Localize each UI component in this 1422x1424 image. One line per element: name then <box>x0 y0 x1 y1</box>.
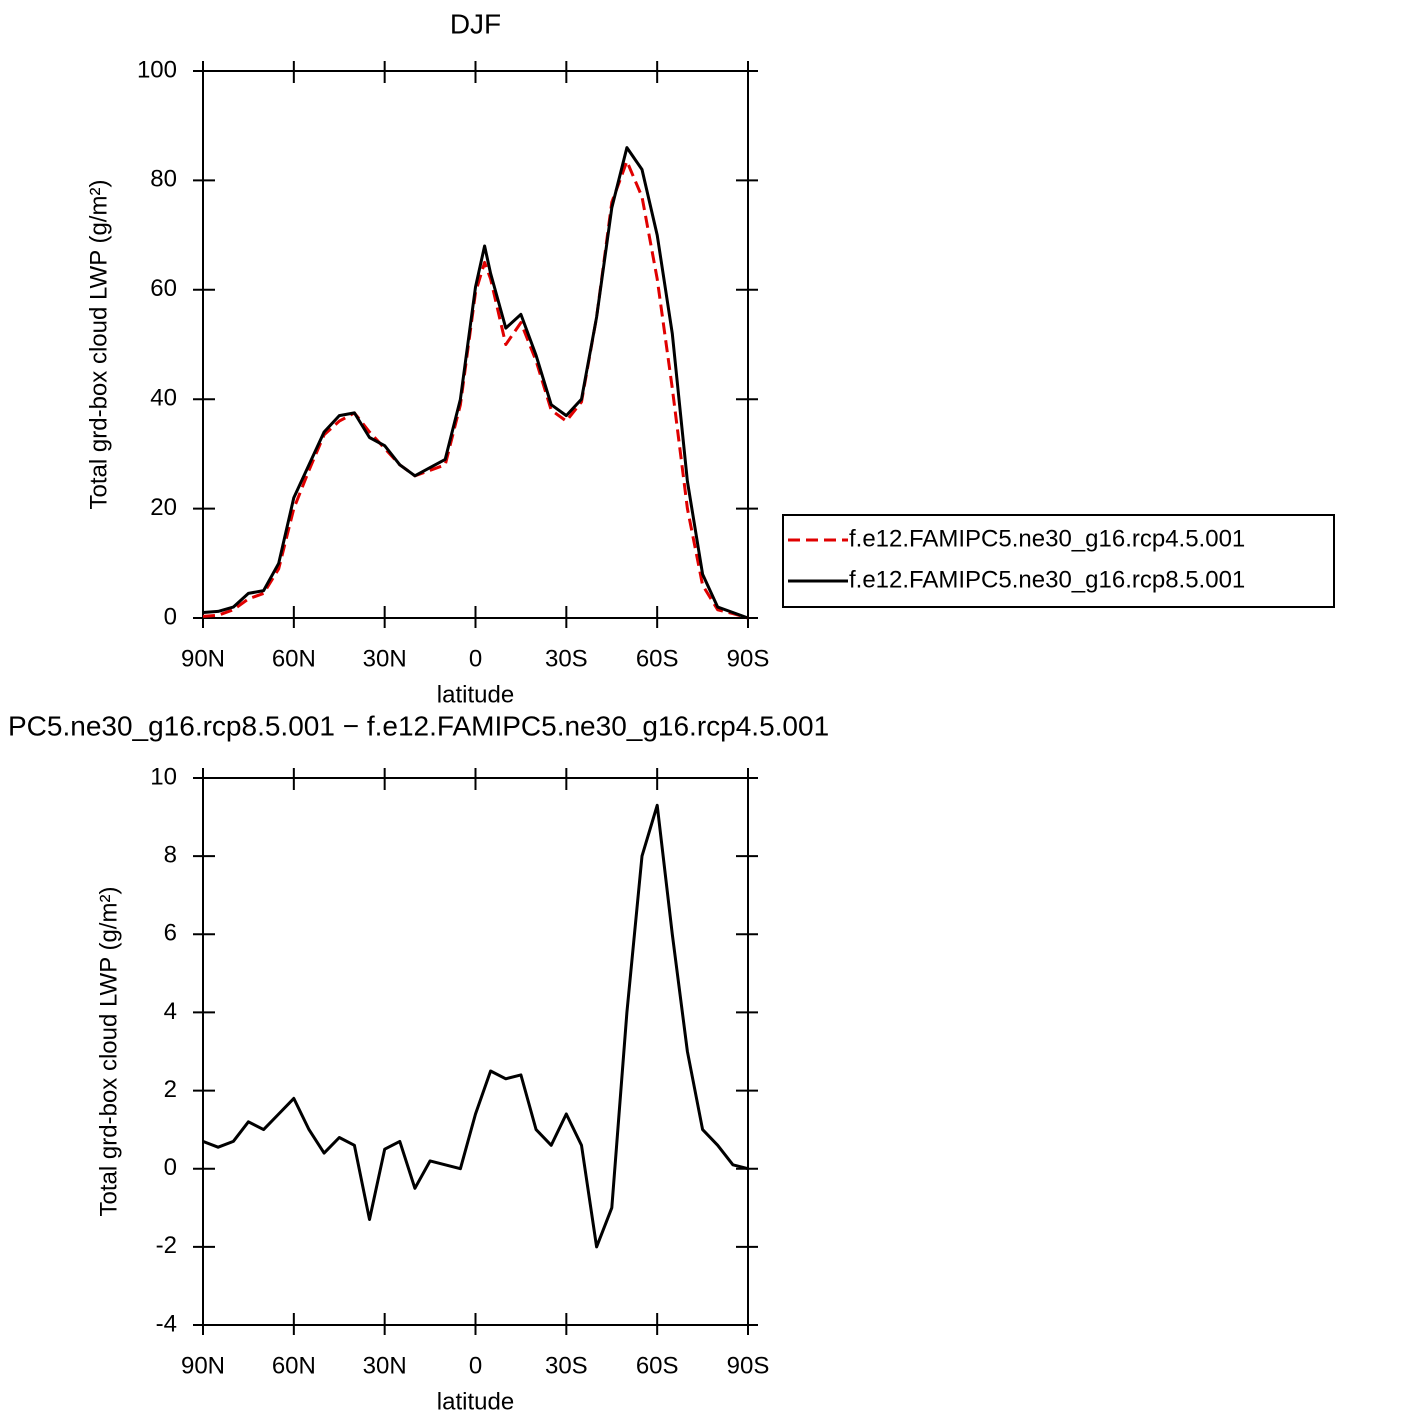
y-tick-label: 100 <box>137 56 177 83</box>
x-tick-label: 90N <box>181 1352 225 1379</box>
x-tick-label: 30N <box>363 1352 407 1379</box>
x-axis-label: latitude <box>437 681 514 708</box>
y-tick-label: 2 <box>164 1076 177 1103</box>
y-tick-label: 0 <box>164 603 177 630</box>
y-tick-label: 20 <box>150 494 177 521</box>
data-line <box>202 146 749 620</box>
legend-label: f.e12.FAMIPC5.ne30_g16.rcp8.5.001 <box>849 566 1245 593</box>
y-tick-label: 60 <box>150 275 177 302</box>
y-tick-label: 80 <box>150 166 177 193</box>
x-tick-label: 90S <box>727 645 770 672</box>
y-tick-label: -4 <box>156 1310 177 1337</box>
legend-box <box>782 514 1335 608</box>
chart-title: DJF <box>450 8 501 39</box>
plot-frame <box>202 777 749 1326</box>
chart-title: PC5.ne30_g16.rcp8.5.001 − f.e12.FAMIPC5.… <box>8 710 829 741</box>
data-line <box>202 803 749 1249</box>
y-axis-label: Total grd-box cloud LWP (g/m²) <box>85 180 112 510</box>
y-tick-label: 8 <box>164 841 177 868</box>
y-tick-label: 10 <box>150 763 177 790</box>
x-tick-label: 90N <box>181 645 225 672</box>
legend-label: f.e12.FAMIPC5.ne30_g16.rcp4.5.001 <box>849 525 1245 552</box>
y-tick-label: 0 <box>164 1154 177 1181</box>
x-tick-label: 60S <box>636 645 679 672</box>
x-tick-label: 30S <box>545 645 588 672</box>
x-tick-label: 90S <box>727 1352 770 1379</box>
y-tick-label: -2 <box>156 1232 177 1259</box>
x-tick-label: 0 <box>469 1352 482 1379</box>
x-axis-label: latitude <box>437 1388 514 1415</box>
x-tick-label: 60N <box>272 1352 316 1379</box>
y-tick-label: 40 <box>150 385 177 412</box>
x-tick-label: 60N <box>272 645 316 672</box>
y-axis-label: Total grd-box cloud LWP (g/m²) <box>95 887 122 1217</box>
x-tick-label: 30N <box>363 645 407 672</box>
data-line <box>202 159 749 620</box>
y-tick-label: 6 <box>164 920 177 947</box>
x-tick-label: 60S <box>636 1352 679 1379</box>
y-tick-label: 4 <box>164 998 177 1025</box>
x-tick-label: 30S <box>545 1352 588 1379</box>
x-tick-label: 0 <box>469 645 482 672</box>
